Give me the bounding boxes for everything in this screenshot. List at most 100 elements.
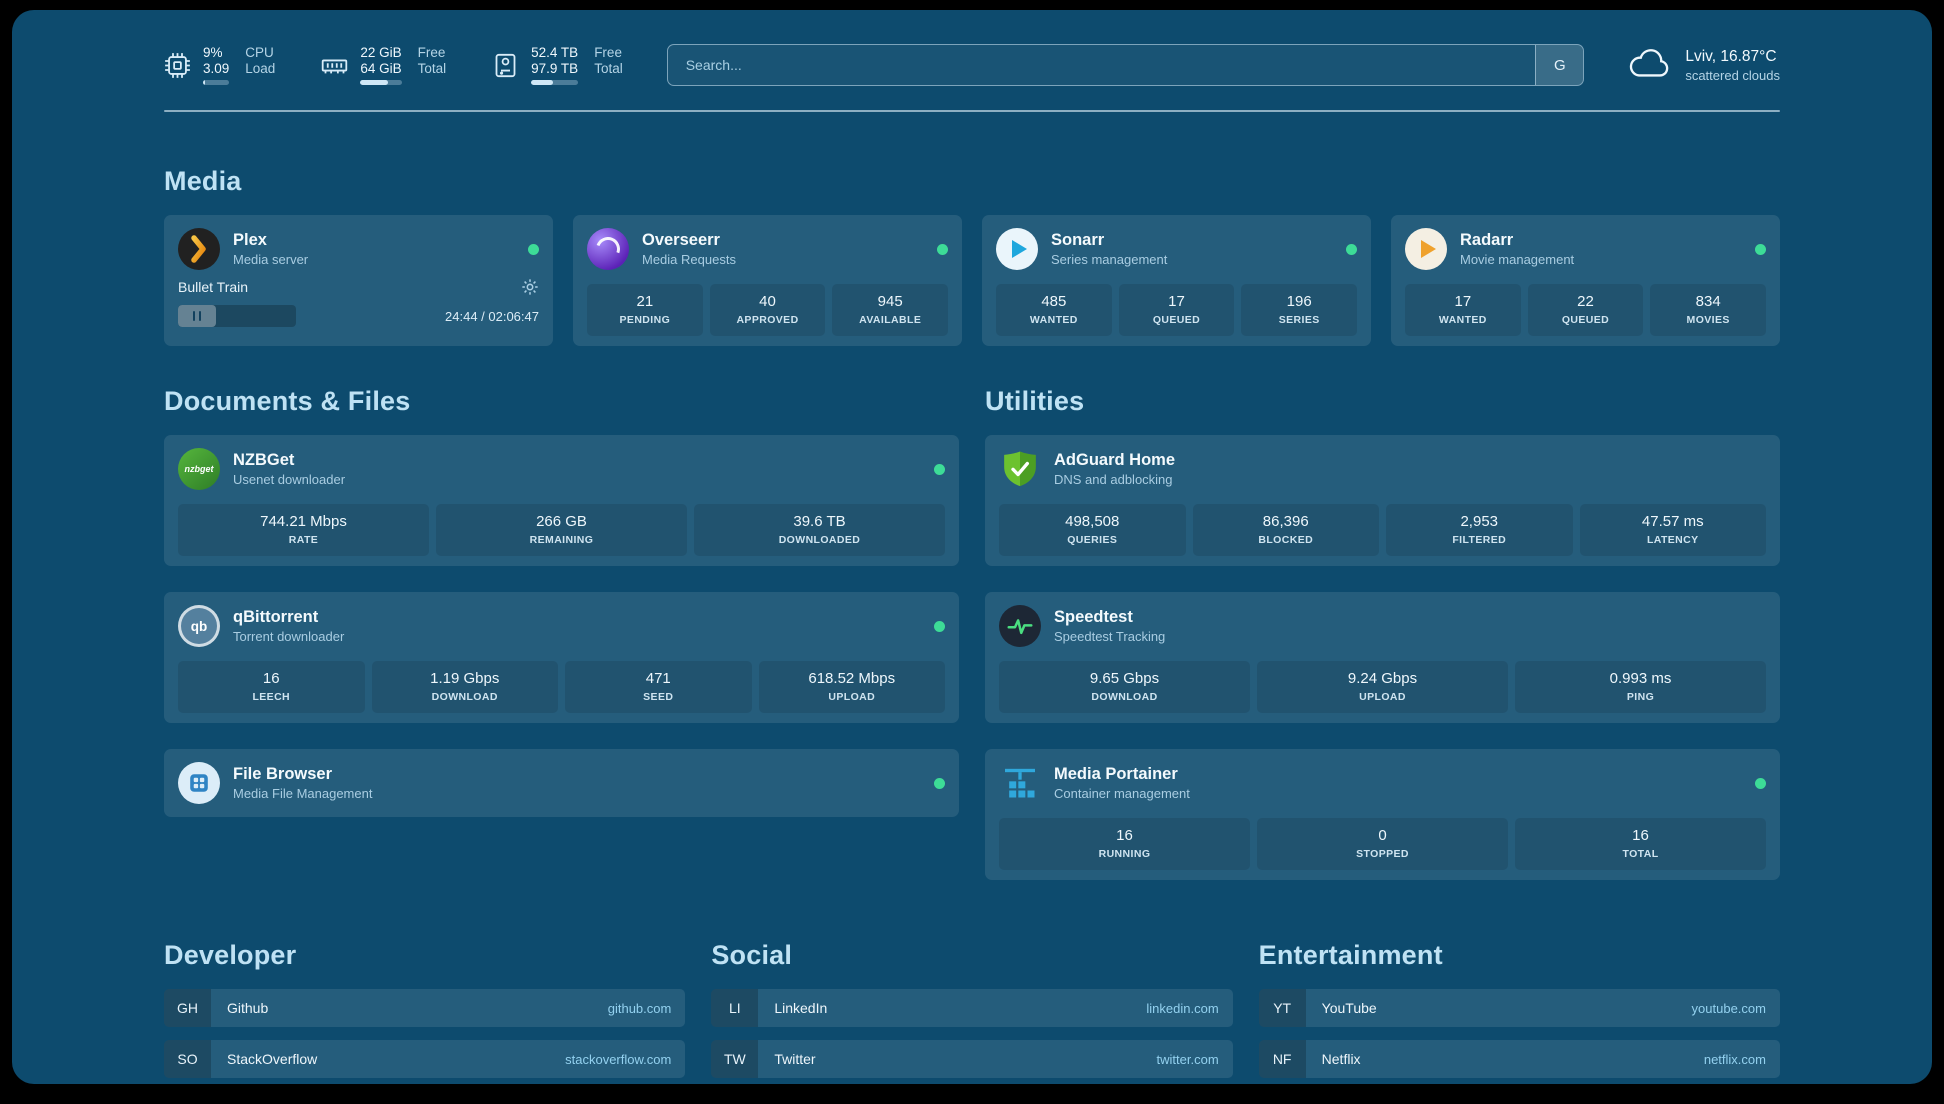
bookmark-twitter[interactable]: TW Twitter twitter.com: [711, 1040, 1233, 1078]
sonarr-info: Sonarr Series management: [1051, 231, 1167, 267]
overseerr-header: Overseerr Media Requests: [587, 225, 948, 273]
portainer-header: Media Portainer Container management: [999, 759, 1766, 807]
media-section: Media Plex Media server: [164, 166, 1780, 346]
disk-usage-bar: [531, 80, 579, 85]
bookmark-linkedin[interactable]: LI LinkedIn linkedin.com: [711, 989, 1233, 1027]
search-input[interactable]: [667, 45, 1536, 85]
developer-column: Developer GH Github github.com SO StackO…: [164, 940, 686, 1084]
bookmark-stackoverflow[interactable]: SO StackOverflow stackoverflow.com: [164, 1040, 686, 1078]
section-title-entertainment: Entertainment: [1258, 940, 1443, 970]
top-bar: 9% CPU 3.09 Load 22 GiB Free 64 GiB: [164, 44, 1780, 86]
status-dot: [1755, 243, 1766, 255]
stat-seed: 471 SEED: [565, 661, 752, 713]
service-name: AdGuard Home: [1054, 451, 1176, 469]
bookmark-domain: github.com: [607, 1000, 672, 1016]
bookmark-github[interactable]: GH Github github.com: [164, 989, 686, 1027]
nzbget-icon-text: nzbget: [184, 464, 214, 474]
stat-queued: 22 QUEUED: [1527, 284, 1644, 336]
pause-button[interactable]: [178, 305, 216, 327]
stat-label: LEECH: [252, 691, 291, 703]
speedtest-card[interactable]: Speedtest Speedtest Tracking 9.65 Gbps D…: [985, 592, 1780, 723]
stat-stopped: 0 STOPPED: [1257, 818, 1508, 870]
overseerr-card[interactable]: Overseerr Media Requests 21 PENDING 40 A…: [573, 215, 962, 346]
disk-widget: 52.4 TB Free 97.9 TB Total: [492, 45, 623, 85]
service-description: Torrent downloader: [233, 629, 345, 644]
stat-value: 17: [1168, 293, 1185, 310]
cpu-readout: 9% CPU 3.09 Load: [203, 45, 275, 85]
stat-value: 0.993 ms: [1609, 670, 1672, 687]
nzbget-info: NZBGet Usenet downloader: [233, 451, 345, 487]
speedtest-header: Speedtest Speedtest Tracking: [999, 602, 1766, 650]
stat-value: 834: [1695, 293, 1721, 310]
stat-label: STOPPED: [1356, 848, 1409, 860]
nzbget-card[interactable]: nzbget NZBGet Usenet downloader 744.21 M…: [164, 435, 959, 566]
plex-card[interactable]: Plex Media server Bullet Train: [164, 215, 553, 346]
service-description: DNS and adblocking: [1054, 472, 1173, 487]
service-name: Plex: [233, 231, 267, 249]
stat-label: FILTERED: [1452, 534, 1507, 546]
stat-value: 485: [1041, 293, 1067, 310]
filebrowser-info: File Browser Media File Management: [233, 765, 372, 801]
status-dot: [1346, 243, 1357, 255]
service-description: Media server: [233, 252, 309, 267]
filebrowser-card[interactable]: File Browser Media File Management: [164, 749, 959, 817]
bookmark-name: StackOverflow: [227, 1051, 318, 1067]
bookmark-netflix[interactable]: NF Netflix netflix.com: [1258, 1040, 1780, 1078]
bookmark-abbr: YT: [1258, 989, 1306, 1027]
service-description: Series management: [1051, 252, 1168, 267]
playback-progress-bar[interactable]: [178, 305, 296, 327]
overseerr-icon: [587, 228, 629, 270]
search-provider-button[interactable]: G: [1535, 45, 1584, 85]
qbittorrent-icon: qb: [178, 605, 220, 647]
bookmark-name: Github: [227, 1000, 269, 1016]
stat-total: 16 TOTAL: [1515, 818, 1766, 870]
bookmarks-section: Developer GH Github github.com SO StackO…: [164, 940, 1780, 1084]
section-title-developer: Developer: [164, 940, 297, 970]
nzbget-stats: 744.21 Mbps RATE 266 GB REMAINING 39.6 T…: [178, 504, 945, 556]
section-title-utilities: Utilities: [985, 386, 1085, 416]
utilities-column: Utilities: [985, 386, 1780, 880]
section-title-social: Social: [711, 940, 793, 970]
stat-value: 266 GB: [536, 513, 587, 530]
settings-gear-icon[interactable]: [521, 278, 539, 296]
portainer-card[interactable]: Media Portainer Container management 16 …: [985, 749, 1780, 880]
service-name: Radarr: [1460, 231, 1514, 249]
stat-value: 47.57 ms: [1641, 513, 1704, 530]
stat-value: 471: [645, 670, 671, 687]
portainer-info: Media Portainer Container management: [1054, 765, 1190, 801]
stat-label: PENDING: [619, 314, 671, 326]
service-name: Media Portainer: [1054, 765, 1178, 783]
stat-ping: 0.993 ms PING: [1515, 661, 1766, 713]
stat-value: 0: [1378, 827, 1387, 844]
qbittorrent-card[interactable]: qb qBittorrent Torrent downloader 16 LEE…: [164, 592, 959, 723]
radarr-card[interactable]: Radarr Movie management 17 WANTED 22 QUE…: [1391, 215, 1780, 346]
status-dot: [934, 777, 945, 789]
bookmark-name: Netflix: [1321, 1051, 1361, 1067]
stat-label: REMAINING: [529, 534, 594, 546]
speedtest-stats: 9.65 Gbps DOWNLOAD 9.24 Gbps UPLOAD 0.99…: [999, 661, 1766, 713]
cpu-load-value: 3.09: [203, 61, 230, 76]
status-dot: [934, 463, 945, 475]
bookmark-domain: stackoverflow.com: [565, 1051, 672, 1067]
overseerr-info: Overseerr Media Requests: [642, 231, 736, 267]
stat-value: 16: [1632, 827, 1649, 844]
stat-filtered: 2,953 FILTERED: [1386, 504, 1573, 556]
stat-label: QUEUED: [1561, 314, 1610, 326]
sonarr-card[interactable]: Sonarr Series management 485 WANTED 17 Q…: [982, 215, 1371, 346]
stat-download: 1.19 Gbps DOWNLOAD: [371, 661, 558, 713]
adguard-info: AdGuard Home DNS and adblocking: [1054, 451, 1175, 487]
player-row: 24:44 / 02:06:47: [178, 305, 539, 327]
service-description: Speedtest Tracking: [1054, 629, 1166, 644]
resource-widgets: 9% CPU 3.09 Load 22 GiB Free 64 GiB: [164, 45, 623, 85]
bookmark-youtube[interactable]: YT YouTube youtube.com: [1258, 989, 1780, 1027]
stat-leech: 16 LEECH: [178, 661, 365, 713]
middle-columns: Documents & Files nzbget NZBGet Usenet d…: [164, 386, 1780, 880]
cpu-widget: 9% CPU 3.09 Load: [164, 45, 275, 85]
cloud-icon: [1630, 49, 1669, 77]
stat-value: 39.6 TB: [793, 513, 846, 530]
stat-upload: 618.52 Mbps UPLOAD: [758, 661, 945, 713]
stat-label: WANTED: [1029, 314, 1078, 326]
adguard-card[interactable]: AdGuard Home DNS and adblocking 498,508 …: [985, 435, 1780, 566]
stat-wanted: 485 WANTED: [996, 284, 1112, 336]
stat-download: 9.65 Gbps DOWNLOAD: [999, 661, 1250, 713]
